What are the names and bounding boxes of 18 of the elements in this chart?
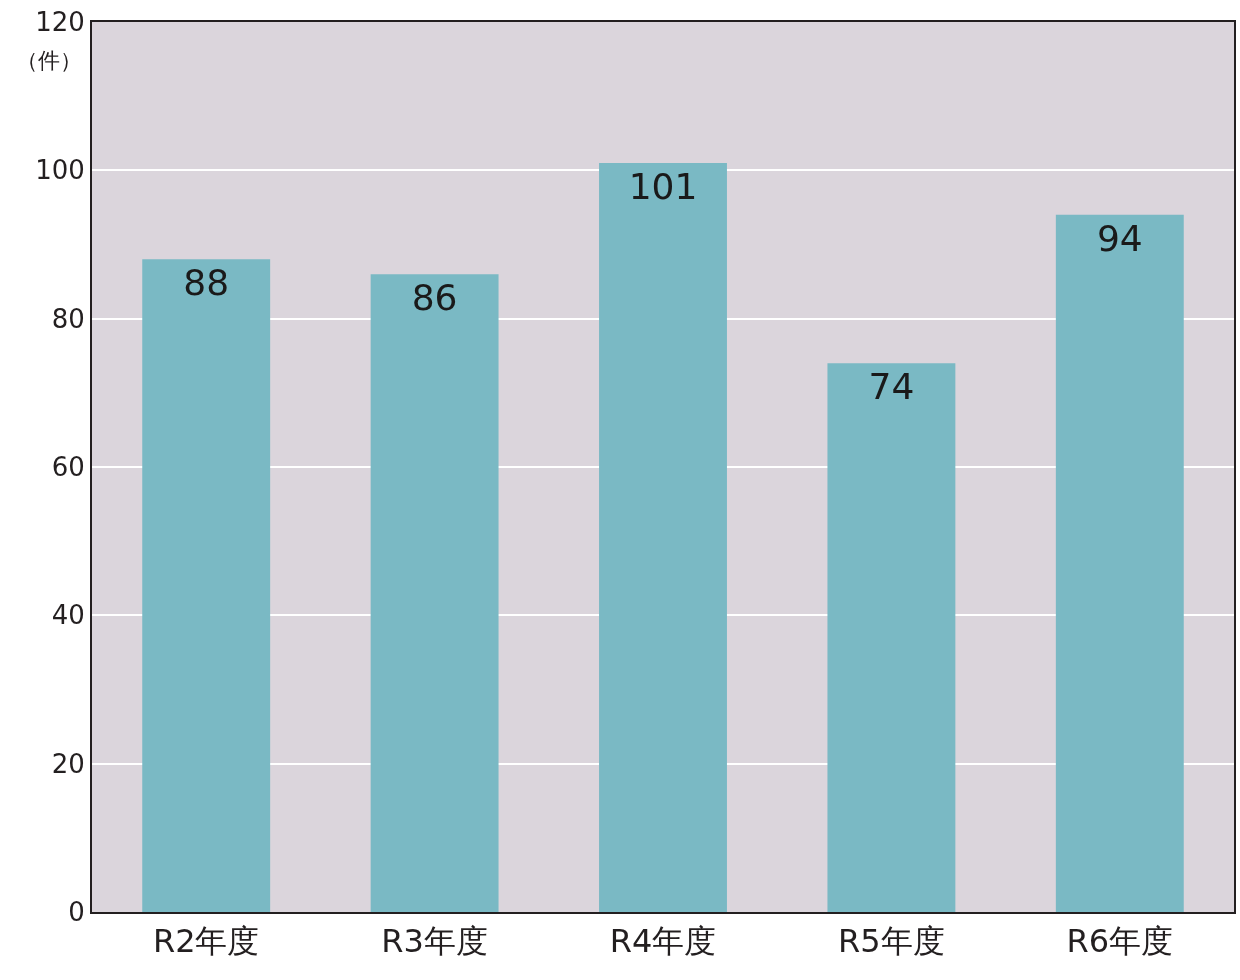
x-tick-label: R5年度 xyxy=(838,922,945,961)
data-label: 74 xyxy=(868,366,915,408)
data-label: 86 xyxy=(411,277,458,319)
x-tick-label: R4年度 xyxy=(609,922,717,961)
y-tick-label: 0 xyxy=(68,897,85,928)
x-tick-label: R6年度 xyxy=(1066,922,1174,961)
data-label: 94 xyxy=(1096,217,1143,259)
data-label: 88 xyxy=(183,262,230,304)
y-tick-label: 60 xyxy=(51,452,85,483)
y-tick-label: 40 xyxy=(51,600,85,631)
y-tick-label: 100 xyxy=(35,155,85,186)
x-tick-label: R2年度 xyxy=(152,922,260,961)
data-label: 101 xyxy=(628,165,698,207)
y-axis-title: （件） xyxy=(16,48,82,73)
y-tick-label: 20 xyxy=(51,748,85,779)
x-tick-label: R3年度 xyxy=(381,922,488,961)
y-tick-label: 80 xyxy=(51,303,85,334)
y-tick-label: 120 xyxy=(35,7,85,38)
